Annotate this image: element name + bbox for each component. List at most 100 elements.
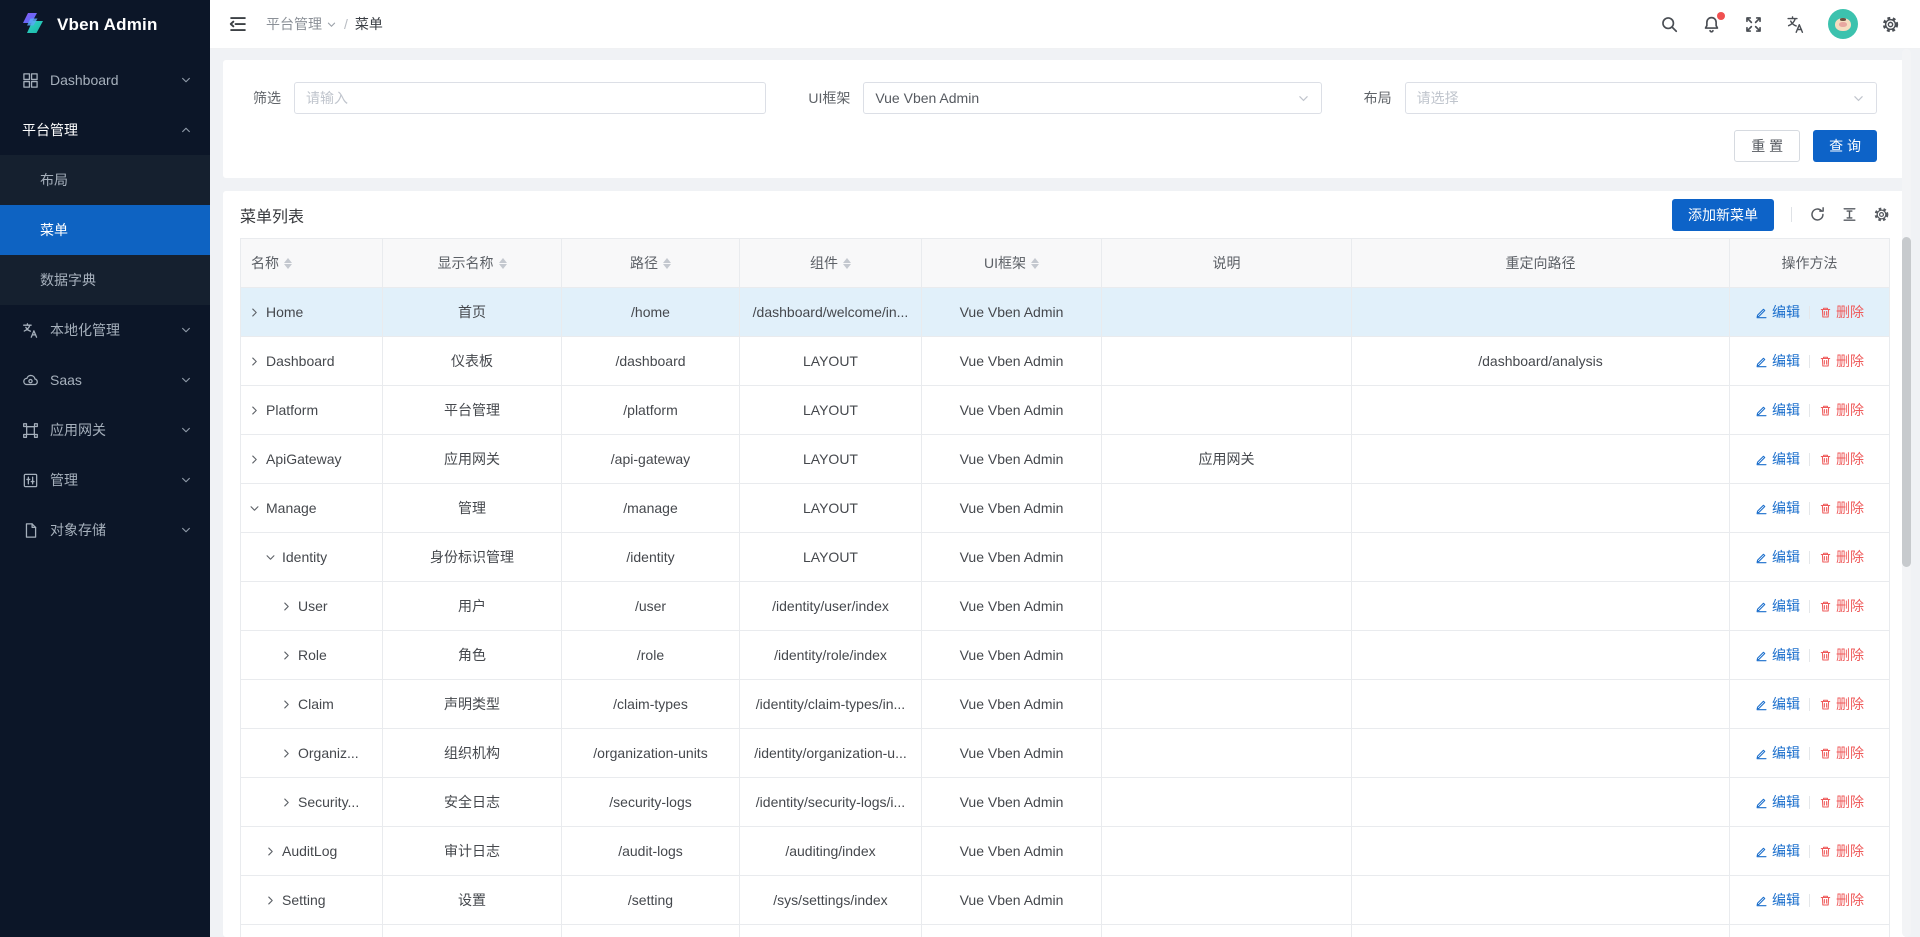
sidebar-item-dashboard[interactable]: Dashboard — [0, 55, 210, 105]
collapse-row-icon[interactable] — [249, 503, 260, 514]
notification-bell-icon[interactable] — [1702, 11, 1725, 34]
settings-gear-icon[interactable] — [1881, 15, 1900, 34]
delete-button[interactable]: 删除 — [1819, 792, 1864, 812]
sidebar-item-layout[interactable]: 布局 — [0, 155, 210, 205]
expand-row-icon[interactable] — [281, 650, 292, 661]
table-row[interactable]: Claim 声明类型/claim-types/identity/claim-typ… — [240, 679, 1890, 729]
delete-button[interactable]: 删除 — [1819, 694, 1864, 714]
delete-button[interactable]: 删除 — [1819, 498, 1864, 518]
filter-keyword-input[interactable] — [294, 82, 767, 114]
table-row[interactable]: Security... 安全日志/security-logs/identity/s… — [240, 777, 1890, 827]
refresh-icon[interactable] — [1809, 206, 1826, 223]
expand-row-icon[interactable] — [281, 797, 292, 808]
table-row[interactable]: Home 首页/home/dashboard/welcome/in... Vue V… — [240, 287, 1890, 337]
column-header-路径[interactable]: 路径 — [561, 238, 740, 288]
column-header-组件[interactable]: 组件 — [739, 238, 922, 288]
search-button[interactable]: 查 询 — [1813, 130, 1877, 162]
add-menu-button[interactable]: 添加新菜单 — [1672, 198, 1774, 231]
table-settings-gear-icon[interactable] — [1873, 206, 1890, 223]
sort-carets-icon[interactable] — [1031, 257, 1039, 269]
delete-button[interactable]: 删除 — [1819, 743, 1864, 763]
breadcrumb-parent-label: 平台管理 — [266, 16, 322, 32]
keyword-input[interactable] — [306, 90, 755, 106]
sort-carets-icon[interactable] — [663, 257, 671, 269]
table-row[interactable]: Role 角色/role/identity/role/index Vue Vben … — [240, 630, 1890, 680]
logo[interactable]: Vben Admin — [0, 0, 210, 49]
table-row[interactable]: AuditLog 审计日志/audit-logs/auditing/index Vu… — [240, 826, 1890, 876]
sidebar-item-gateway[interactable]: 应用网关 — [0, 405, 210, 455]
expand-row-icon[interactable] — [249, 405, 260, 416]
delete-button[interactable]: 删除 — [1819, 351, 1864, 371]
column-header-操作方法: 操作方法 — [1729, 238, 1890, 288]
edit-button[interactable]: 编辑 — [1755, 743, 1800, 763]
delete-button[interactable]: 删除 — [1819, 645, 1864, 665]
table-row[interactable]: Setting 设置/setting/sys/settings/index Vue … — [240, 875, 1890, 925]
edit-button[interactable]: 编辑 — [1755, 792, 1800, 812]
collapse-row-icon[interactable] — [265, 552, 276, 563]
table-row[interactable]: Manage 管理/manage LAYOUT Vue Vben Admin 编辑 删除 — [240, 483, 1890, 533]
edit-button[interactable]: 编辑 — [1755, 841, 1800, 861]
delete-button[interactable]: 删除 — [1819, 449, 1864, 469]
page-scrollbar[interactable] — [1902, 49, 1911, 937]
column-header-UI框架[interactable]: UI框架 — [921, 238, 1102, 288]
delete-button[interactable]: 删除 — [1819, 841, 1864, 861]
table-row[interactable]: Platform 平台管理/platform LAYOUT Vue Vben Admi… — [240, 385, 1890, 435]
expand-row-icon[interactable] — [249, 454, 260, 465]
edit-button[interactable]: 编辑 — [1755, 302, 1800, 322]
edit-button[interactable]: 编辑 — [1755, 596, 1800, 616]
fullscreen-icon[interactable] — [1744, 15, 1763, 34]
edit-pencil-icon — [1755, 649, 1768, 662]
expand-row-icon[interactable] — [265, 895, 276, 906]
avatar[interactable] — [1828, 9, 1858, 39]
search-icon[interactable] — [1660, 15, 1679, 34]
table-row[interactable]: Organiz... 组织机构/organization-units/identi… — [240, 728, 1890, 778]
translate-icon[interactable] — [1786, 15, 1805, 34]
layout-select[interactable]: 请选择 — [1404, 82, 1877, 114]
sidebar-item-menu[interactable]: 菜单 — [0, 205, 210, 255]
expand-row-icon[interactable] — [281, 699, 292, 710]
edit-button[interactable]: 编辑 — [1755, 449, 1800, 469]
edit-button[interactable]: 编辑 — [1755, 547, 1800, 567]
sidebar-item-dictionary[interactable]: 数据字典 — [0, 255, 210, 305]
sort-carets-icon[interactable] — [843, 257, 851, 269]
expand-row-icon[interactable] — [249, 356, 260, 367]
sidebar-item-localization[interactable]: 本地化管理 — [0, 305, 210, 355]
delete-button[interactable]: 删除 — [1819, 400, 1864, 420]
menu-name: User — [298, 598, 328, 614]
sidebar-item-saas[interactable]: Saas — [0, 355, 210, 405]
edit-button[interactable]: 编辑 — [1755, 694, 1800, 714]
edit-button[interactable]: 编辑 — [1755, 645, 1800, 665]
delete-button[interactable]: 删除 — [1819, 547, 1864, 567]
delete-button[interactable]: 删除 — [1819, 302, 1864, 322]
expand-row-icon[interactable] — [281, 601, 292, 612]
table-row[interactable]: Dashboard 仪表板/dashboard LAYOUT Vue Vben Adm… — [240, 336, 1890, 386]
edit-button[interactable]: 编辑 — [1755, 890, 1800, 910]
delete-button[interactable]: 删除 — [1819, 890, 1864, 910]
component-cell: /auditing/index — [739, 826, 922, 876]
edit-button[interactable]: 编辑 — [1755, 351, 1800, 371]
breadcrumb-parent[interactable]: 平台管理 — [266, 14, 337, 34]
column-header-名称[interactable]: 名称 — [240, 238, 383, 288]
scrollbar-thumb[interactable] — [1902, 237, 1911, 567]
sidebar-item-manage[interactable]: 管理 — [0, 455, 210, 505]
sort-carets-icon[interactable] — [498, 257, 507, 269]
sidebar-item-platform[interactable]: 平台管理 — [0, 105, 210, 155]
expand-row-icon[interactable] — [265, 846, 276, 857]
expand-row-icon[interactable] — [281, 748, 292, 759]
sidebar-fold-icon[interactable] — [228, 14, 248, 34]
edit-button[interactable]: 编辑 — [1755, 498, 1800, 518]
reset-button[interactable]: 重 置 — [1734, 130, 1801, 162]
row-height-icon[interactable] — [1841, 206, 1858, 223]
table-row[interactable]: User 用户/user/identity/user/index Vue Vben … — [240, 581, 1890, 631]
layout-select-placeholder: 请选择 — [1416, 90, 1459, 106]
edit-button[interactable]: 编辑 — [1755, 400, 1800, 420]
column-header-显示名称[interactable]: 显示名称 — [382, 238, 562, 288]
framework-cell: Vue Vben Admin — [921, 532, 1102, 582]
sort-carets-icon[interactable] — [284, 257, 292, 269]
delete-button[interactable]: 删除 — [1819, 596, 1864, 616]
framework-select[interactable]: Vue Vben Admin — [863, 82, 1322, 114]
table-row[interactable]: ApiGateway 应用网关/api-gateway LAYOUT Vue Vben… — [240, 434, 1890, 484]
expand-row-icon[interactable] — [249, 307, 260, 318]
sidebar-item-storage[interactable]: 对象存储 — [0, 505, 210, 555]
table-row[interactable]: Identity 身份标识管理/identity LAYOUT Vue Vben Ad… — [240, 532, 1890, 582]
